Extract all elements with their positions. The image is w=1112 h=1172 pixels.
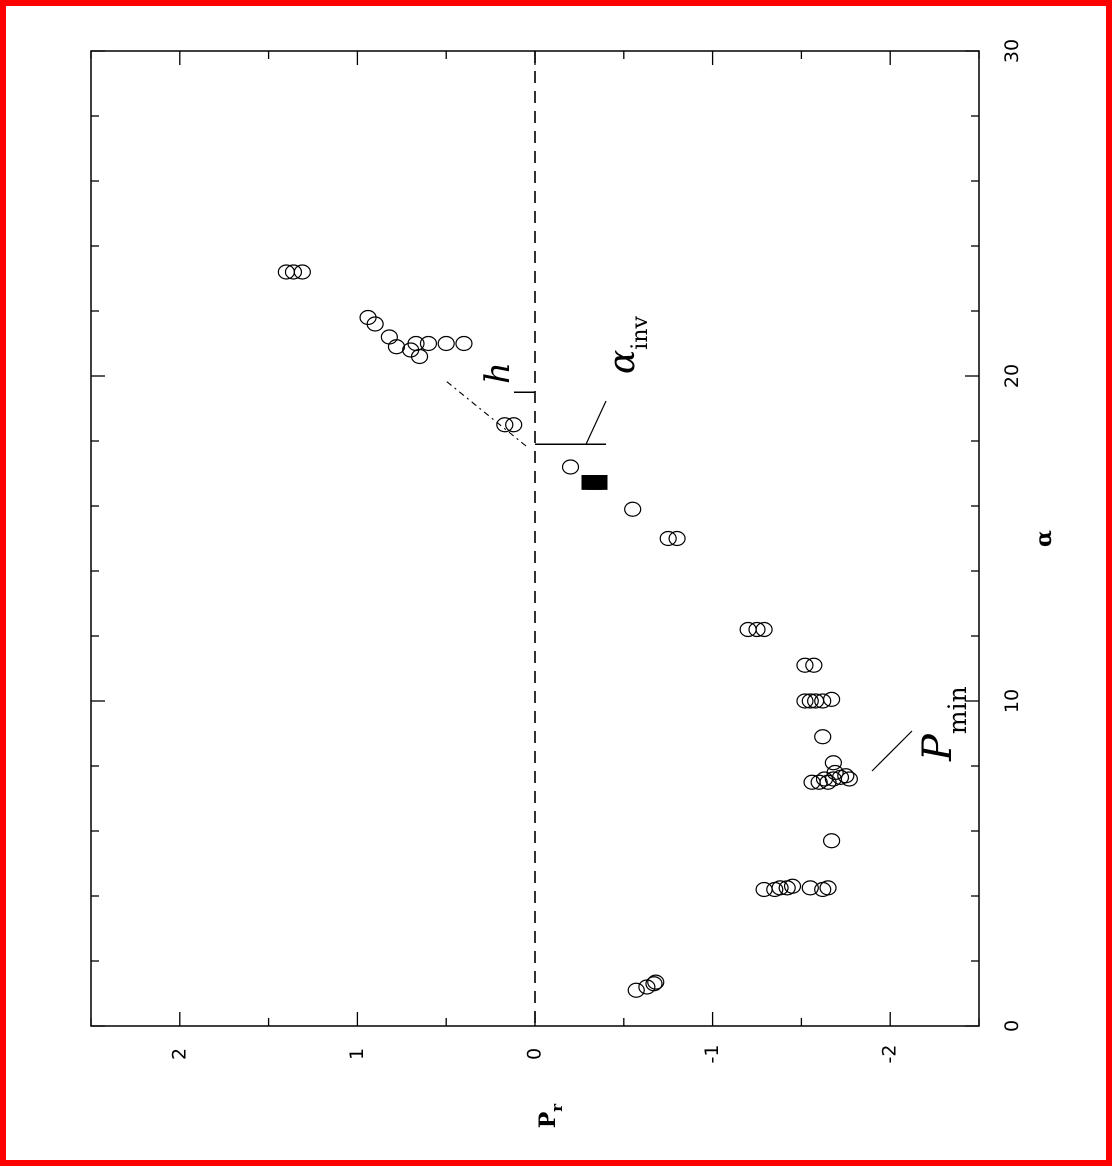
data-point	[801, 693, 819, 709]
filled-data-point	[581, 475, 592, 485]
data-point	[771, 880, 789, 896]
data-point	[805, 657, 823, 673]
data-point	[822, 691, 841, 707]
data-point	[419, 335, 438, 352]
data-point	[796, 657, 814, 673]
data-point	[822, 833, 841, 849]
h-leader	[445, 380, 527, 447]
filled-data-point	[597, 475, 608, 485]
data-point	[380, 329, 398, 345]
data-point	[739, 621, 757, 638]
data-point	[359, 309, 377, 326]
data-point	[437, 335, 455, 352]
data-point	[810, 774, 828, 790]
y-tick-label: 1	[346, 1048, 368, 1060]
filled-data-point	[586, 475, 597, 485]
x-tick-label: 10	[1001, 689, 1023, 713]
y-tick-label: -2	[879, 1045, 901, 1064]
filled-data-point	[592, 475, 603, 485]
data-point	[284, 264, 303, 280]
data-point	[505, 417, 523, 433]
data-point	[455, 335, 473, 352]
data-point	[826, 764, 844, 781]
p-min-leader	[871, 730, 913, 772]
data-point	[624, 501, 642, 517]
y-tick-label: 2	[168, 1048, 190, 1060]
data-point	[668, 530, 686, 547]
data-point	[801, 880, 819, 896]
data-point	[837, 768, 855, 784]
x-tick-label: 0	[1001, 1020, 1023, 1032]
data-point	[659, 530, 677, 547]
data-point	[645, 976, 663, 992]
data-point	[840, 771, 858, 787]
data-point	[561, 459, 580, 475]
x-axis-label: α	[1031, 530, 1057, 547]
data-point	[748, 621, 766, 638]
data-point	[387, 339, 406, 355]
data-point	[783, 878, 802, 894]
alpha-inv-label: αinv	[602, 315, 653, 374]
data-point	[796, 693, 814, 709]
y-tick-label: -1	[701, 1045, 723, 1064]
y-axis-label: Pr	[535, 1103, 566, 1129]
data-point	[293, 264, 311, 280]
data-point	[814, 729, 832, 745]
h-label: h	[478, 362, 518, 384]
data-point	[814, 693, 832, 709]
data-point	[627, 982, 645, 998]
scatter-plot: 0 10 20 30 -2 -1 0 1 2 α Pr αinv h Pmin	[90, 39, 1057, 1129]
x-tick-label: 20	[1001, 364, 1023, 388]
p-min-label: Pmin	[915, 686, 972, 762]
data-point	[819, 880, 837, 896]
data-point	[277, 264, 295, 280]
data-point	[755, 621, 773, 638]
data-point	[496, 417, 514, 433]
data-point	[819, 774, 837, 790]
data-point	[647, 974, 665, 990]
y-tick-label: 0	[524, 1048, 546, 1060]
x-tick-label: 30	[1001, 39, 1023, 63]
alpha-inv-leader	[585, 400, 607, 445]
data-point	[407, 335, 425, 352]
data-point	[824, 755, 842, 771]
